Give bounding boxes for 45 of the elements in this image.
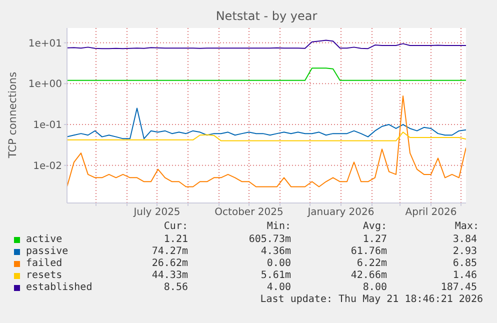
text: 3.84 — [452, 234, 477, 245]
line-series — [67, 132, 466, 142]
y-tick-label: 1e-02 — [33, 160, 62, 172]
chart-title: Netstat - by year — [214, 9, 318, 23]
line-series — [67, 40, 466, 50]
text: Last update: Thu May 21 18:46:21 2026 — [260, 294, 483, 305]
text: 605.73m — [248, 234, 291, 245]
text: 1.27 — [362, 234, 387, 245]
y-tick-label: 1e+00 — [28, 79, 62, 90]
x-tick-label: January 2026 — [306, 207, 374, 218]
y-axis-title: TCP connections — [7, 72, 19, 158]
text: 6.22m — [356, 258, 387, 269]
text: 61.76m — [350, 246, 387, 257]
text: 44.33m — [152, 270, 188, 281]
line-series — [67, 95, 466, 188]
text: 42.66m — [350, 270, 387, 281]
text: 1.21 — [164, 234, 188, 245]
text: 1.46 — [452, 270, 477, 281]
text: 8.00 — [362, 282, 387, 293]
text: 4.00 — [266, 282, 291, 293]
text: 4.36m — [260, 246, 291, 257]
legend-label: established — [26, 282, 92, 293]
text: Avg: — [362, 221, 387, 232]
text: 2.93 — [452, 246, 477, 257]
text: Min: — [266, 221, 291, 232]
text: 0.00 — [266, 258, 291, 269]
x-tick-label: October 2025 — [214, 207, 284, 218]
text: 8.56 — [164, 282, 188, 293]
legend-label: passive — [26, 246, 68, 257]
legend-label: failed — [26, 258, 62, 269]
text: 187.45 — [440, 282, 477, 293]
legend-label: active — [26, 234, 62, 245]
text: Max: — [454, 221, 479, 232]
text: Cur: — [164, 221, 188, 232]
text: 5.61m — [260, 270, 291, 281]
y-tick-label: 1e+01 — [28, 38, 62, 50]
x-tick-label: July 2025 — [132, 207, 180, 218]
text: 6.85 — [452, 258, 477, 269]
legend-label: resets — [26, 270, 62, 281]
line-series — [67, 68, 466, 81]
line-series — [67, 108, 466, 140]
y-tick-label: 1e-01 — [33, 120, 62, 132]
x-tick-label: April 2026 — [405, 207, 457, 218]
text: 74.27m — [152, 246, 188, 257]
text: 26.62m — [152, 258, 188, 269]
